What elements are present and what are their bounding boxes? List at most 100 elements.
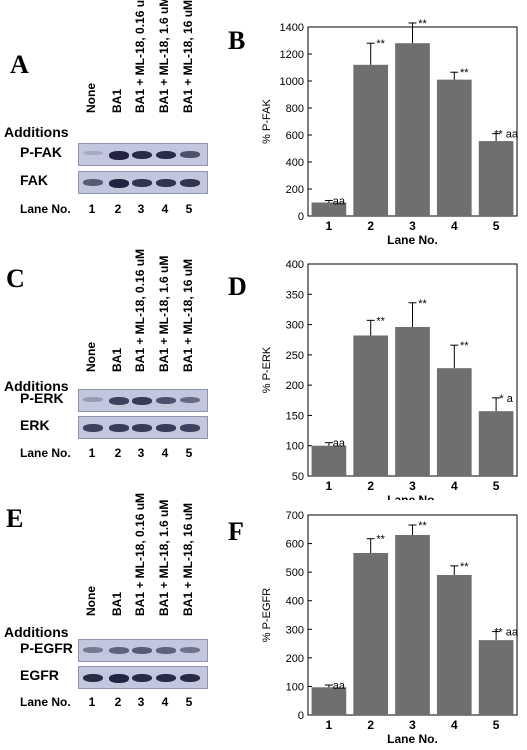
blot-band bbox=[109, 397, 129, 405]
bar bbox=[478, 411, 514, 476]
significance-label: ** aa bbox=[494, 129, 519, 141]
lane-number: 3 bbox=[137, 202, 145, 216]
y-tick-label: 0 bbox=[298, 211, 304, 223]
blot-label: P-FAK bbox=[20, 144, 62, 160]
blot-band bbox=[109, 647, 129, 654]
lane-no-label: Lane No. bbox=[20, 446, 71, 460]
lane-number: 2 bbox=[114, 202, 122, 216]
y-axis-label: % P-FAK bbox=[261, 99, 273, 144]
x-axis-label: Lane No. bbox=[387, 233, 438, 247]
blot-band bbox=[156, 674, 176, 683]
y-axis-label: % P-ERK bbox=[261, 346, 273, 393]
bar bbox=[353, 64, 389, 216]
y-tick-label: 200 bbox=[286, 380, 304, 392]
blot-band bbox=[132, 151, 152, 160]
chart-letter-f: F bbox=[228, 517, 244, 546]
x-tick-label: 5 bbox=[493, 718, 500, 732]
x-tick-label: 3 bbox=[409, 219, 416, 233]
y-tick-label: 1400 bbox=[280, 22, 304, 34]
blot-strip bbox=[78, 143, 208, 166]
bar bbox=[353, 553, 389, 715]
significance-label: ** bbox=[460, 67, 469, 79]
blot-band bbox=[109, 179, 129, 188]
significance-label: ** bbox=[418, 520, 427, 532]
x-tick-label: 3 bbox=[409, 479, 416, 493]
significance-label: ** bbox=[460, 561, 469, 573]
y-tick-label: 100 bbox=[286, 681, 304, 693]
lane-number: 4 bbox=[161, 695, 169, 709]
blot-strip bbox=[78, 639, 208, 662]
y-tick-label: 400 bbox=[286, 259, 304, 271]
blot-band bbox=[156, 151, 176, 160]
blot-band bbox=[180, 179, 200, 187]
y-tick-label: 400 bbox=[286, 596, 304, 608]
x-tick-label: 2 bbox=[367, 718, 374, 732]
y-tick-label: 600 bbox=[286, 539, 304, 551]
lane-number: 1 bbox=[88, 202, 96, 216]
y-tick-label: 50 bbox=[292, 471, 304, 483]
bar-chart-p-fak: 0 200 400 600 800 1000 1200 1400 aa1 ** 2 ** 3 ** 4 ** … bbox=[261, 18, 519, 247]
bar bbox=[436, 368, 472, 476]
blot-panel-a: A None BA1 BA1 + ML-18, 0.16 uM BA1 + ML-18… bbox=[0, 0, 527, 250]
lane-number: 2 bbox=[114, 446, 122, 460]
bar bbox=[395, 326, 430, 476]
y-tick-label: 1200 bbox=[280, 49, 304, 61]
x-tick-label: 3 bbox=[409, 718, 416, 732]
blot-strip bbox=[78, 666, 208, 689]
significance-label: ** aa bbox=[494, 627, 519, 639]
blot-band bbox=[83, 674, 103, 683]
lane-number: 4 bbox=[161, 202, 169, 216]
y-tick-label: 200 bbox=[286, 184, 304, 196]
y-tick-label: 100 bbox=[286, 441, 304, 453]
x-tick-label: 1 bbox=[326, 479, 333, 493]
significance-label: ** bbox=[418, 18, 427, 30]
blot-band bbox=[156, 179, 176, 187]
blot-band bbox=[83, 424, 103, 432]
blot-band bbox=[180, 674, 200, 683]
blot-strip bbox=[78, 416, 208, 439]
blot-band bbox=[83, 179, 103, 186]
blot-band bbox=[83, 647, 103, 653]
bar bbox=[478, 141, 514, 216]
blot-band bbox=[132, 674, 152, 683]
blot-band bbox=[109, 424, 129, 432]
x-tick-label: 1 bbox=[326, 718, 333, 732]
x-tick-label: 4 bbox=[451, 479, 458, 493]
y-tick-label: 300 bbox=[286, 624, 304, 636]
blot-band bbox=[180, 647, 200, 653]
blot-band bbox=[109, 674, 129, 683]
lane-number: 2 bbox=[114, 695, 122, 709]
panel-letter: E bbox=[6, 504, 24, 533]
x-tick-label: 4 bbox=[451, 219, 458, 233]
blot-band bbox=[132, 424, 152, 432]
significance-label: ** bbox=[376, 315, 385, 327]
y-tick-label: 250 bbox=[286, 350, 304, 362]
bar bbox=[478, 640, 514, 715]
lane-number: 1 bbox=[88, 446, 96, 460]
panel-letter: C bbox=[6, 264, 25, 293]
blot-band bbox=[156, 647, 176, 654]
significance-label: ** bbox=[460, 340, 469, 352]
blot-band bbox=[83, 151, 103, 156]
bar bbox=[436, 575, 472, 715]
bar bbox=[311, 687, 347, 715]
y-tick-label: 1000 bbox=[280, 76, 304, 88]
x-tick-label: 2 bbox=[367, 479, 374, 493]
y-tick-label: 500 bbox=[286, 567, 304, 579]
blot-band bbox=[109, 151, 129, 160]
lane-no-label: Lane No. bbox=[20, 202, 71, 216]
bar bbox=[311, 202, 347, 216]
y-tick-label: 350 bbox=[286, 289, 304, 301]
panel-letter: A bbox=[10, 50, 29, 79]
chart-letter-b: B bbox=[228, 26, 246, 55]
bar bbox=[395, 535, 430, 715]
lane-number: 4 bbox=[161, 446, 169, 460]
blot-band bbox=[132, 179, 152, 187]
lane-number: 5 bbox=[185, 202, 193, 216]
lane-number: 3 bbox=[137, 446, 145, 460]
y-tick-label: 700 bbox=[286, 510, 304, 522]
additions-label: Additions bbox=[4, 124, 69, 140]
significance-label: ** bbox=[376, 38, 385, 50]
bar bbox=[436, 79, 472, 217]
blot-label: EGFR bbox=[20, 667, 59, 683]
